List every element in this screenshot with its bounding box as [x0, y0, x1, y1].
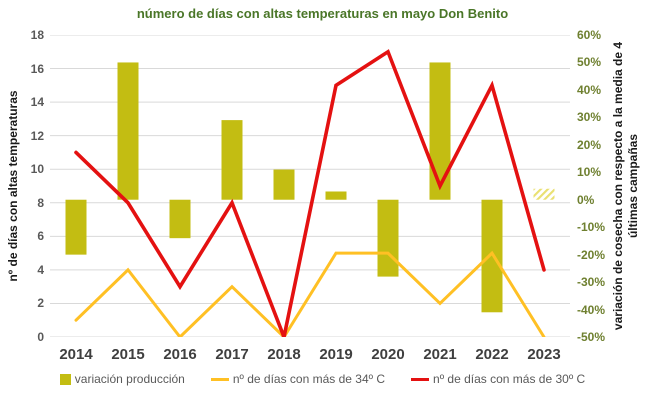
right-tick-label: 40% [577, 82, 602, 97]
production-bar [117, 62, 139, 200]
right-tick-label: 60% [577, 28, 602, 42]
right-tick-label: 0% [577, 192, 595, 207]
legend-label: variación producción [74, 372, 185, 386]
line-dias-34 [74, 250, 546, 337]
left-tick-label: 16 [30, 61, 44, 76]
legend-label: nº de días con más de 30º C [433, 372, 586, 386]
line-30-swatch-icon [411, 377, 430, 381]
year-label: 2021 [423, 346, 457, 363]
left-tick-label: 18 [30, 28, 44, 42]
chart-title: número de días con altas temperaturas en… [136, 6, 509, 21]
right-tick-label: -30% [577, 275, 606, 290]
left-tick-label: 2 [37, 296, 44, 311]
right-axis-title-line2: últimas campañas [626, 133, 640, 239]
legend-item-dias-34: nº de días con más de 34º C [210, 372, 386, 386]
right-tick-label: -40% [577, 302, 606, 317]
left-tick-label: 0 [37, 330, 44, 344]
left-axis-title: nº de días con altas temperaturas [6, 90, 20, 282]
year-label: 2020 [371, 346, 405, 363]
left-tick-label: 14 [30, 95, 44, 110]
production-bar [221, 120, 243, 200]
production-bar [481, 199, 503, 313]
left-tick-label: 12 [30, 128, 44, 143]
left-tick-label: 8 [37, 195, 44, 210]
year-label: 2023 [527, 346, 561, 363]
plot-area [50, 35, 570, 337]
right-tick-label: 30% [577, 110, 602, 125]
year-label: 2018 [267, 346, 301, 363]
production-bar [533, 188, 555, 200]
production-bar [273, 169, 295, 200]
production-bar [169, 199, 191, 239]
left-tick-label: 6 [37, 229, 44, 244]
year-label: 2015 [111, 346, 145, 363]
right-tick-label: -10% [577, 220, 606, 235]
right-tick-label: 50% [577, 55, 602, 70]
left-tick-label: 10 [30, 162, 44, 177]
right-tick-label: 20% [577, 137, 602, 152]
production-bar [429, 62, 451, 200]
bar-swatch-icon [59, 373, 71, 385]
line-34-swatch-icon [210, 377, 229, 381]
right-tick-label: -50% [577, 330, 606, 344]
left-tick-label: 4 [37, 262, 44, 277]
right-tick-label: 10% [577, 165, 602, 180]
legend-item-dias-30: nº de días con más de 30º C [411, 372, 585, 386]
year-label: 2016 [163, 346, 197, 363]
production-bar [325, 191, 347, 200]
production-bar [377, 199, 399, 277]
legend-label: nº de días con más de 34º C [232, 372, 386, 386]
right-tick-label: -20% [577, 247, 606, 262]
year-label: 2022 [475, 346, 509, 363]
year-label: 2019 [319, 346, 353, 363]
legend: variación producción nº de días con más … [0, 372, 645, 386]
year-label: 2017 [215, 346, 249, 363]
line-dias-30 [74, 49, 546, 337]
legend-item-variacion: variación producción [59, 372, 185, 386]
year-label: 2014 [59, 346, 93, 363]
production-bar [65, 199, 87, 255]
